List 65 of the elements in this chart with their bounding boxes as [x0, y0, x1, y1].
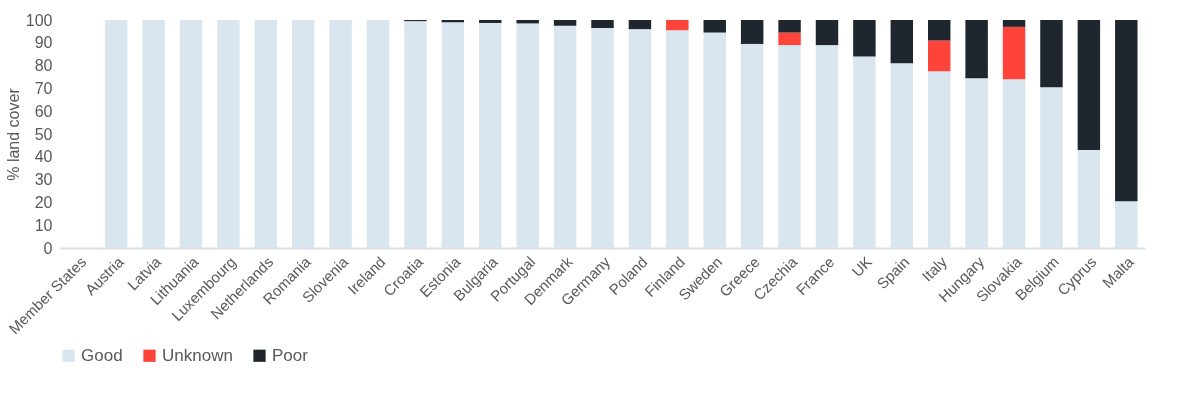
bar	[1077, 149, 1101, 248]
bar	[142, 20, 165, 248]
bar	[890, 63, 914, 248]
y-tick-label: 0	[43, 239, 53, 257]
bar	[1115, 201, 1138, 248]
y-tick-label: 90	[34, 34, 53, 52]
bar	[329, 20, 352, 248]
bar	[1002, 79, 1026, 248]
bar	[104, 20, 128, 248]
bar	[1077, 20, 1101, 150]
bar	[815, 45, 839, 248]
bar	[553, 20, 577, 26]
bar	[778, 45, 801, 248]
bar	[778, 32, 801, 46]
y-tick-label: 10	[34, 216, 53, 234]
bar	[703, 20, 726, 33]
bar	[853, 56, 876, 248]
bar	[928, 71, 951, 248]
bar	[853, 20, 876, 57]
bar	[217, 20, 240, 248]
bar	[291, 20, 315, 248]
y-tick-label: 50	[34, 125, 53, 143]
y-tick-label: 40	[34, 148, 53, 166]
bar	[179, 20, 203, 248]
bar	[404, 21, 427, 248]
bar	[441, 22, 465, 248]
bar	[890, 20, 914, 64]
bar	[815, 20, 839, 46]
bar	[553, 25, 577, 248]
bar	[965, 20, 988, 79]
y-tick-label: 70	[34, 79, 53, 97]
bar	[479, 20, 502, 23]
y-tick-label: 80	[34, 57, 53, 75]
bar	[740, 43, 764, 248]
bar	[516, 23, 539, 248]
bar	[928, 40, 951, 72]
x-tick-label: UK	[848, 253, 875, 280]
bar	[1002, 20, 1026, 27]
bar	[965, 78, 988, 248]
bar	[1115, 20, 1138, 202]
y-tick-label: 100	[25, 11, 53, 29]
bar	[479, 22, 502, 248]
bar	[628, 20, 652, 30]
bar	[1002, 26, 1026, 80]
legend-label: Good	[81, 345, 123, 365]
bar	[591, 20, 614, 28]
bar	[666, 30, 689, 248]
bar	[666, 20, 689, 31]
bar	[628, 29, 652, 248]
y-tick-label: 30	[34, 171, 53, 189]
bar	[591, 27, 614, 248]
bar	[366, 20, 390, 248]
y-axis-title: % land cover	[4, 87, 22, 181]
bar	[1040, 20, 1063, 88]
legend-label: Poor	[272, 345, 309, 365]
legend-label: Unknown	[162, 345, 233, 365]
bar	[778, 20, 801, 33]
y-tick-label: 60	[34, 102, 53, 120]
bar	[516, 20, 539, 24]
bar	[740, 20, 764, 44]
bar	[1040, 87, 1063, 248]
bar	[928, 20, 951, 41]
bar	[254, 20, 277, 248]
bar	[703, 32, 726, 248]
y-tick-label: 20	[34, 193, 53, 211]
